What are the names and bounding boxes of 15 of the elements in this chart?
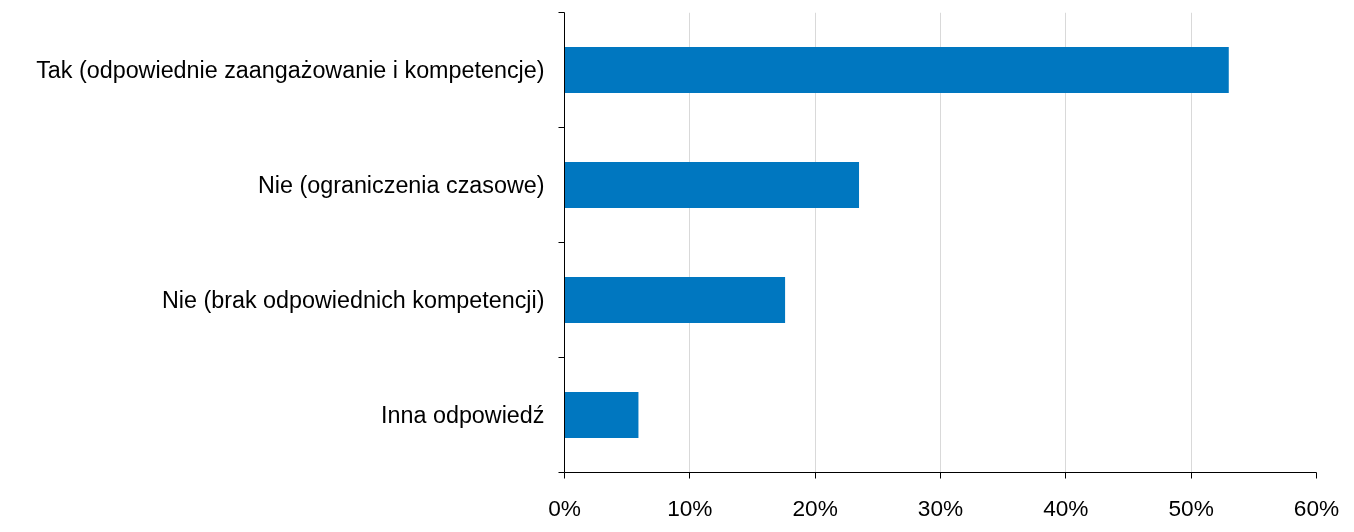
x-tick-label: 20% [792, 494, 838, 521]
x-tick-label: 60% [1293, 494, 1340, 521]
x-tick-label: 10% [667, 494, 713, 521]
bar [564, 277, 786, 323]
bar [564, 392, 639, 438]
x-tick-label: 50% [1168, 494, 1214, 521]
x-tick-label: 30% [917, 494, 964, 521]
x-tick-label: 0% [548, 494, 581, 521]
y-tick-label: Nie (ograniczenia czasowe) [257, 172, 545, 198]
y-tick-label: Inna odpowiedź [381, 402, 545, 428]
bar [564, 47, 1229, 93]
y-tick-label: Tak (odpowiednie zaangażowanie i kompetencje) [36, 57, 545, 83]
x-tick-label: 40% [1043, 494, 1089, 521]
bar [564, 162, 860, 208]
y-tick-label: Nie (brak odpowiednich kompetencji) [161, 287, 545, 313]
